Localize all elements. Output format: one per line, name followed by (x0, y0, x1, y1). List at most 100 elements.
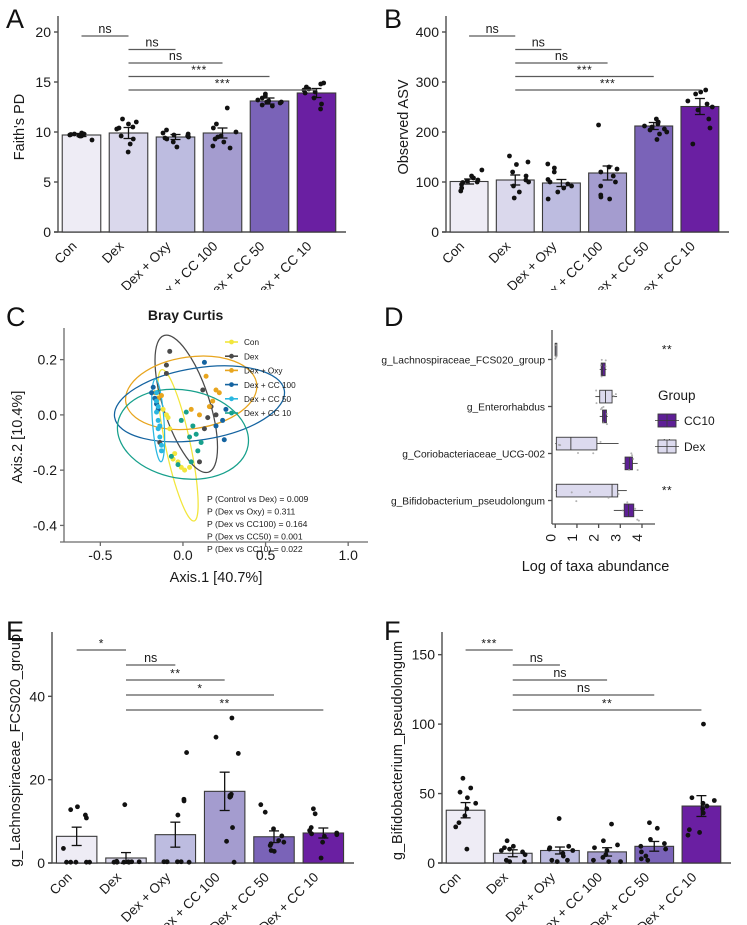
data-point (613, 179, 618, 185)
p-value-text: P (Dex vs CC100) = 0.164 (207, 519, 308, 529)
data-point (554, 344, 557, 347)
data-point (600, 358, 603, 361)
data-point (264, 99, 270, 105)
legend-marker (229, 339, 234, 345)
scatter-point (158, 442, 164, 448)
scatter-point (195, 448, 201, 454)
data-point (685, 98, 691, 104)
chart-title: Bray Curtis (148, 307, 224, 323)
significance-label: * (197, 682, 202, 696)
data-point (602, 421, 605, 424)
data-point (618, 859, 623, 865)
data-point (599, 364, 602, 367)
taxon-label: g_Lachnospiraceae_FCS020_group (381, 356, 545, 367)
scatter-point (188, 459, 194, 465)
x-category-label: Dex (97, 869, 125, 897)
data-point (164, 136, 170, 142)
data-point (592, 452, 595, 455)
data-point (61, 846, 66, 851)
data-point (464, 846, 470, 852)
data-point (604, 359, 607, 362)
data-point (120, 116, 125, 122)
legend-marker (229, 410, 234, 416)
legend-key (655, 413, 679, 428)
y-tick-label: 0 (37, 855, 45, 871)
data-point (526, 179, 532, 185)
data-point (565, 857, 570, 863)
panel-e-letter: E (6, 616, 25, 646)
legend-marker (229, 353, 234, 359)
data-point (617, 493, 620, 496)
scatter-point (200, 387, 206, 393)
scatter-point (163, 370, 169, 376)
data-point (598, 169, 604, 175)
data-point (614, 393, 617, 396)
significance-label: ** (219, 697, 229, 711)
data-point (84, 815, 89, 821)
data-point (638, 843, 644, 849)
data-point (267, 843, 273, 848)
significance-label: *** (600, 77, 616, 91)
taxon-label: g_Coriobacteriaceae_UCG-002 (402, 450, 545, 461)
data-point (111, 859, 117, 865)
significance-label: ns (144, 651, 157, 665)
y-tick-label: 20 (29, 772, 45, 788)
scatter-point (158, 393, 164, 399)
data-point (453, 824, 459, 830)
legend-marker (229, 382, 234, 387)
data-point (636, 469, 639, 472)
data-point (612, 395, 615, 398)
p-value-text: P (Control vs Dex) = 0.009 (207, 494, 309, 504)
data-point (127, 141, 133, 147)
data-point (600, 838, 606, 844)
data-point (610, 173, 616, 179)
scatter-point (154, 390, 160, 396)
confidence-ellipse (124, 355, 258, 431)
data-point (591, 857, 596, 863)
data-point (227, 794, 233, 800)
bar (588, 172, 628, 233)
bar (541, 182, 581, 233)
significance-label: ns (553, 666, 566, 680)
y-tick-label: 0.2 (38, 352, 58, 368)
data-point (322, 833, 327, 839)
scatter-point (158, 448, 164, 454)
data-point (504, 838, 510, 844)
data-point (700, 806, 706, 812)
significance-label: ** (662, 484, 672, 498)
y-tick-label: 50 (419, 786, 435, 802)
data-point (685, 832, 691, 838)
data-point (662, 841, 667, 846)
scatter-point (206, 404, 212, 410)
scatter-point (167, 426, 173, 432)
data-point (689, 795, 695, 801)
data-point (604, 365, 607, 368)
bar (155, 136, 196, 233)
data-point (87, 859, 92, 865)
scatter-point (203, 373, 209, 379)
scatter-point (205, 415, 211, 421)
data-point (312, 89, 318, 95)
data-point (690, 141, 696, 147)
data-point (271, 826, 276, 832)
data-point (643, 853, 649, 859)
data-point (259, 95, 265, 101)
data-point (510, 169, 516, 175)
y-axis-label: g_Lachnospiraceae_FCS020_group (8, 634, 24, 867)
scatter-point (154, 409, 160, 415)
scatter-point (196, 459, 202, 465)
x-category-label: Dex (483, 869, 511, 897)
legend-label: Dex + CC 50 (244, 395, 292, 404)
scatter-point (175, 462, 181, 468)
x-tick-label: 1 (564, 534, 580, 542)
data-point (657, 131, 662, 137)
data-point (306, 86, 312, 92)
data-point (456, 820, 462, 826)
data-point (118, 133, 124, 139)
data-point (701, 721, 706, 727)
legend-label: CC10 (684, 414, 715, 428)
data-point (164, 859, 170, 865)
scatter-point (167, 348, 173, 354)
data-point (279, 833, 285, 839)
significance-label: ns (555, 49, 568, 63)
